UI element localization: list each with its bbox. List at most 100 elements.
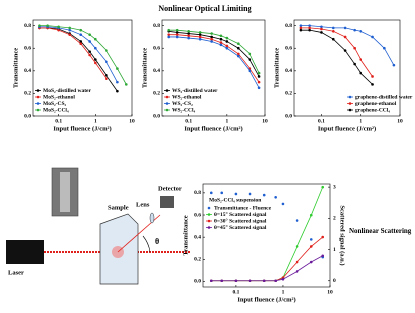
data-point [310,214,313,217]
y-axis-label: Transmittance [141,48,148,88]
y2-tick-label: 3 [333,184,336,190]
data-point [68,33,71,36]
lens-label: Lens [136,201,150,208]
data-point [79,40,82,43]
data-point [235,279,238,282]
data-point [199,33,202,36]
data-point [68,29,71,32]
data-point [249,53,252,56]
data-point [308,24,311,27]
data-point [116,67,119,70]
y-tick-label: 0.2 [153,91,160,97]
data-point [300,27,303,30]
data-point [332,27,335,30]
angle-label: θ [155,237,159,246]
data-point [310,245,313,248]
sample-photo-cell [60,172,70,212]
data-point [235,193,238,196]
data-point [210,40,213,43]
data-point [300,24,303,27]
data-point [344,49,347,52]
data-point [167,36,170,39]
data-point [210,279,213,282]
x-tick-label: 0.1 [55,118,62,124]
y-tick-label: 0.0 [153,113,160,119]
y-tick-label: 0.6 [285,46,292,52]
y-tick-label: 0.2 [285,91,292,97]
data-point [220,35,223,38]
annotation: MoS₂-CCl₄ suspension [209,197,261,203]
data-point [199,38,202,41]
series-line [169,37,259,88]
y-tick-label: 0.8 [153,23,160,29]
legend-label: Transmittance - Fluence [214,205,272,211]
data-point [68,27,71,30]
data-point [249,70,252,73]
sample-label: Sample [108,204,129,211]
figure-title: Nonlinear Optical Limiting [158,4,251,13]
data-point [57,25,60,28]
data-point [220,38,223,41]
data-point [371,75,374,78]
x-axis-label: Input fluence (J/cm²) [237,296,295,303]
figure: Nonlinear Optical Limiting Laser Sample … [0,0,415,313]
data-point [79,33,82,36]
x-tick-label: 0.1 [318,118,325,124]
data-point [226,37,229,40]
x-tick-label: 1 [359,118,362,124]
y2-tick-label: 1 [333,247,336,253]
data-point [296,245,299,248]
data-point [226,47,229,50]
data-point [176,36,179,39]
data-point [199,31,202,34]
legend-label: WS₂-ethanol [172,94,202,100]
series-line [169,30,259,73]
y2-axis-label: Scattered signal (a.u.) [339,205,346,265]
data-point [321,254,324,257]
data-point [105,77,108,80]
x-axis-label: Input fluence (J/cm²) [318,125,376,132]
legend-label: graphene-ethanol [355,101,397,107]
x-tick-label: 0.1 [185,118,192,124]
x-axis-label: Input fluence (J/cm²) [53,125,111,132]
data-point [371,83,374,86]
legend-label: θ=15° Scattered signal [214,211,267,218]
y-tick-label: 0.2 [24,91,31,97]
data-point [296,270,299,273]
data-point [344,27,347,30]
y-tick-label: 0.8 [24,23,31,29]
data-point [310,261,313,264]
legend-label: graphene-CCl₄ [355,107,390,113]
x-tick-label: 0.1 [232,289,239,295]
y-tick-label: 0.8 [194,190,201,196]
data-point [210,192,213,195]
data-point [237,55,240,58]
data-point [320,25,323,28]
lens [150,213,154,223]
data-point [226,40,229,43]
x-tick-label: 1 [225,118,228,124]
data-point [187,32,190,35]
data-point [94,62,97,65]
data-point [353,29,356,32]
data-point [88,40,91,43]
data-point [116,90,119,93]
x-tick-label: 10 [262,118,268,124]
legend-label: WS₂-CS₂ [172,101,193,107]
y-axis-label: Transmittance [12,48,19,88]
laser-body [6,240,44,264]
x-axis-label: Input fluence (J/cm²) [184,125,242,132]
data-point [220,192,223,195]
series-line [39,26,126,85]
data-point [210,36,213,39]
data-point [359,30,362,33]
data-point [79,42,82,45]
y-tick-label: 0.8 [285,23,292,29]
data-point [359,58,362,61]
detector [160,196,174,208]
data-point [308,27,311,30]
data-point [167,33,170,36]
legend-label: θ=45° Scattered signal [214,224,267,231]
data-point [258,86,261,89]
data-point [220,44,223,47]
